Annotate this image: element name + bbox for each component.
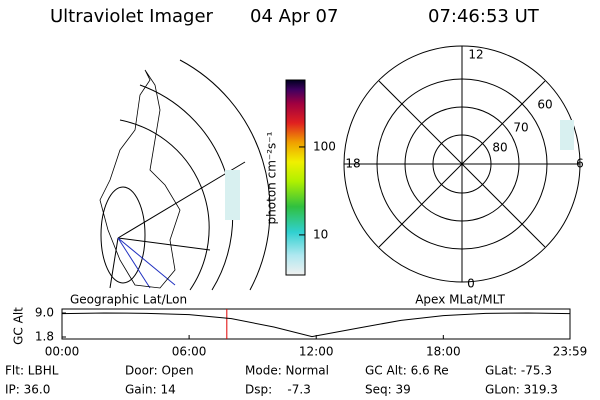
y-tick-label: 9.0 [35,306,54,320]
x-tick-label: 23:59 [553,345,588,359]
date: 04 Apr 07 [250,6,338,27]
lat-label: 80 [492,141,507,155]
status-field: Dsp: -7.3 [245,383,311,397]
status-field: Seq: 39 [365,383,411,397]
mlt-label: 6 [576,157,584,171]
emission [225,170,240,220]
lat-label: 70 [513,121,528,135]
mlt-label: 0 [467,277,475,291]
status-field: Gain: 14 [125,383,176,397]
x-tick-label: 00:00 [45,345,80,359]
colorbar-label: photon cm⁻²s⁻¹ [265,131,279,224]
time: 07:46:53 UT [428,6,540,27]
status-field: IP: 36.0 [5,383,50,397]
x-tick-label: 18:00 [426,345,461,359]
polar-grid [343,45,581,283]
y-tick-label: 1.8 [35,330,54,344]
colorbar-tick-label: 10 [313,227,328,241]
emission [560,120,574,150]
geo-map [99,59,271,291]
status-field: Door: Open [125,364,194,378]
colorbar [285,79,306,276]
mlt-label: 18 [345,157,360,171]
mlt-label: 12 [468,48,483,62]
status-field: GLat: -75.3 [485,364,552,378]
x-tick-label: 12:00 [299,345,334,359]
lat-label: 60 [537,98,552,112]
x-tick-label: 06:00 [172,345,207,359]
y-axis-label: GC Alt [12,307,26,345]
title: Ultraviolet Imager [50,6,214,27]
status-field: Flt: LBHL [5,364,59,378]
colorbar-tick-label: 100 [313,139,336,153]
status-field: GC Alt: 6.6 Re [365,364,449,378]
status-field: Mode: Normal [245,364,329,378]
status-field: GLon: 319.3 [485,383,558,397]
right-label: Apex MLat/MLT [415,293,505,307]
altitude-line [61,312,571,338]
left-label: Geographic Lat/Lon [70,293,187,307]
